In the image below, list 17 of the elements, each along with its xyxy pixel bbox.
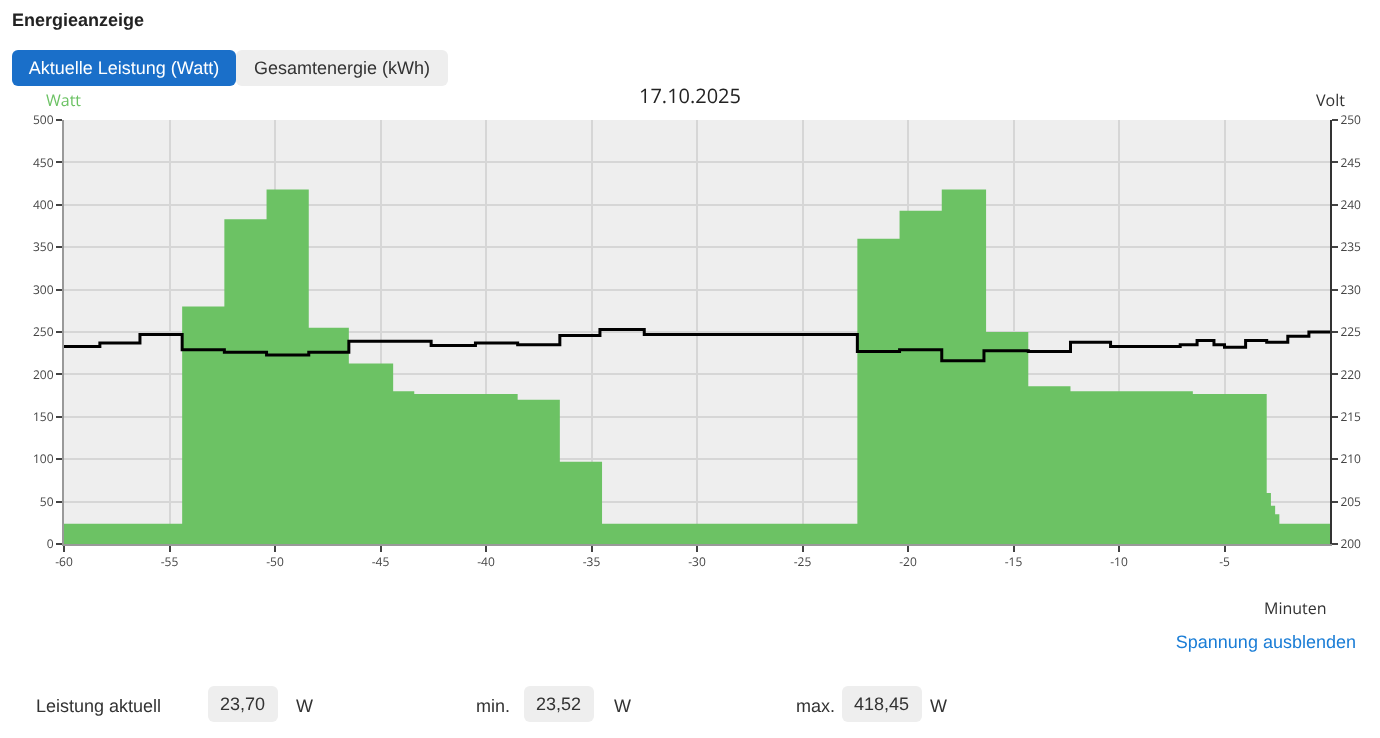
text: 23,70 — [208, 686, 278, 722]
x-axis-title: Minuten — [1264, 598, 1327, 620]
text: 23,52 — [524, 686, 594, 722]
text: W — [296, 696, 313, 716]
text: 418,45 — [842, 686, 922, 722]
text: W — [614, 696, 631, 716]
y2-axis-title: Volt — [1316, 90, 1346, 112]
text: Aktuelle Leistung (Watt) — [12, 50, 236, 86]
text: W — [930, 696, 947, 716]
text: min. — [476, 696, 511, 716]
y-axis-title: Watt — [46, 90, 82, 112]
text: Gesamtenergie (kWh) — [236, 50, 448, 86]
text: Leistung aktuell — [36, 696, 162, 716]
chart-subtitle: 17.10.2025 — [639, 81, 742, 109]
chart-title: Energieanzeige — [12, 10, 145, 30]
text: max. — [796, 696, 836, 716]
text: Spannung ausblenden — [1175, 632, 1356, 652]
